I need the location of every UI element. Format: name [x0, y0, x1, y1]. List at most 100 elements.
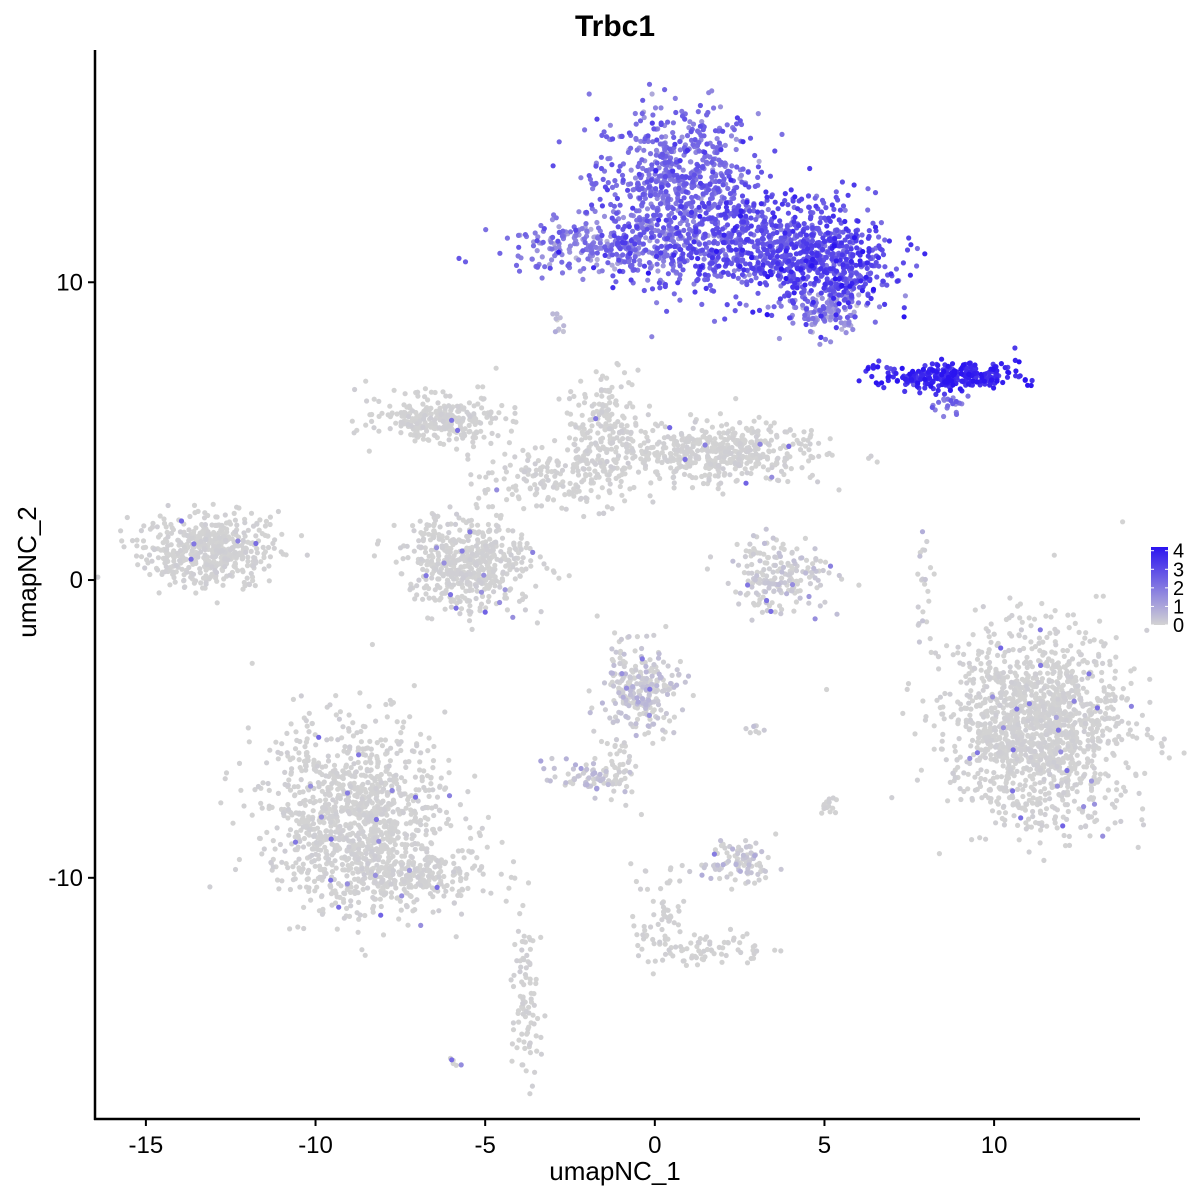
- cell-point: [623, 455, 629, 461]
- cell-point: [1044, 663, 1051, 669]
- cell-point: [621, 749, 627, 755]
- cell-point: [532, 492, 538, 498]
- cell-point: [1022, 634, 1028, 640]
- cell-point: [671, 485, 677, 491]
- cell-point: [406, 403, 412, 409]
- cell-point: [527, 980, 533, 986]
- cell-point: [752, 880, 758, 886]
- cell-point: [958, 679, 964, 685]
- cell-point: [1076, 739, 1083, 746]
- cell-point: [991, 770, 997, 776]
- cell-point: [297, 738, 303, 745]
- cell-point: [658, 886, 664, 892]
- cell-point: [928, 649, 934, 656]
- cell-point: [778, 468, 785, 474]
- cell-point: [614, 360, 620, 367]
- cell-point: [722, 470, 728, 476]
- cell-point: [637, 886, 644, 892]
- cell-point: [463, 816, 469, 822]
- cell-point: [360, 842, 366, 849]
- cell-point: [363, 789, 369, 795]
- cell-point: [545, 496, 551, 502]
- cell-point: [1054, 825, 1060, 831]
- cell-point: [688, 412, 694, 418]
- cell-point: [1127, 727, 1133, 733]
- cell-point: [691, 932, 698, 938]
- cell-point: [156, 590, 162, 596]
- cell-point: [186, 564, 192, 571]
- cell-point: [502, 595, 508, 601]
- cell-point: [634, 634, 641, 640]
- cell-point: [457, 802, 463, 808]
- cell-point: [306, 885, 312, 891]
- cell-point: [306, 710, 312, 716]
- cell-point: [931, 746, 937, 752]
- cell-point: [638, 428, 644, 434]
- cell-point: [805, 565, 811, 571]
- cell-point: [1114, 798, 1120, 804]
- cell-point: [729, 444, 735, 451]
- cell-point: [598, 439, 604, 445]
- cell-point: [468, 835, 474, 841]
- cell-point: [1091, 752, 1097, 759]
- cell-point: [420, 566, 426, 573]
- cell-point: [1015, 822, 1021, 829]
- cell-point: [567, 411, 574, 417]
- cell-point: [214, 514, 220, 520]
- cell-point: [444, 549, 450, 555]
- cell-point: [517, 540, 523, 547]
- cell-point: [407, 714, 413, 720]
- cell-point: [581, 513, 587, 520]
- cell-point: [266, 563, 272, 569]
- cell-point: [357, 824, 363, 831]
- cell-point: [261, 566, 267, 572]
- cell-point: [426, 531, 432, 537]
- cell-point: [423, 828, 429, 834]
- cell-point: [590, 411, 596, 417]
- cell-point: [1166, 755, 1172, 761]
- cell-point: [809, 472, 816, 478]
- cell-point: [300, 824, 306, 830]
- cell-point: [423, 407, 429, 413]
- cell-point: [729, 886, 735, 892]
- cell-point: [141, 523, 147, 529]
- cell-point: [493, 528, 499, 534]
- cell-point: [498, 512, 504, 519]
- cell-point: [363, 378, 369, 384]
- cell-point: [380, 859, 386, 865]
- cell-point: [357, 690, 363, 696]
- cell-point: [317, 830, 323, 836]
- cell-point: [452, 538, 458, 544]
- cell-point: [1011, 813, 1017, 819]
- cell-point: [979, 649, 985, 655]
- cell-point: [617, 483, 623, 490]
- cell-point: [391, 522, 397, 529]
- cell-point: [612, 743, 618, 750]
- cell-point: [785, 478, 791, 485]
- cell-point: [822, 805, 828, 811]
- cell-point: [443, 809, 450, 816]
- cell-point: [1103, 756, 1109, 763]
- cell-point: [304, 876, 310, 883]
- cell-point: [292, 847, 298, 853]
- cell-point: [415, 389, 421, 395]
- cell-point: [527, 486, 533, 492]
- cell-point: [971, 676, 977, 683]
- cell-point: [984, 768, 990, 775]
- cell-point: [922, 717, 929, 723]
- cell-point: [694, 962, 701, 968]
- cell-point: [791, 432, 797, 438]
- cell-point: [410, 872, 417, 879]
- cell-point: [287, 827, 294, 833]
- cell-point: [382, 737, 388, 743]
- cell-point: [1049, 684, 1056, 690]
- cell-point: [412, 846, 418, 852]
- cell-point: [426, 793, 432, 800]
- cell-point: [336, 837, 342, 843]
- cell-point: [973, 703, 980, 709]
- cell-point: [481, 396, 487, 402]
- cell-point: [383, 823, 389, 829]
- cell-point: [1038, 789, 1044, 795]
- cell-point: [633, 422, 639, 428]
